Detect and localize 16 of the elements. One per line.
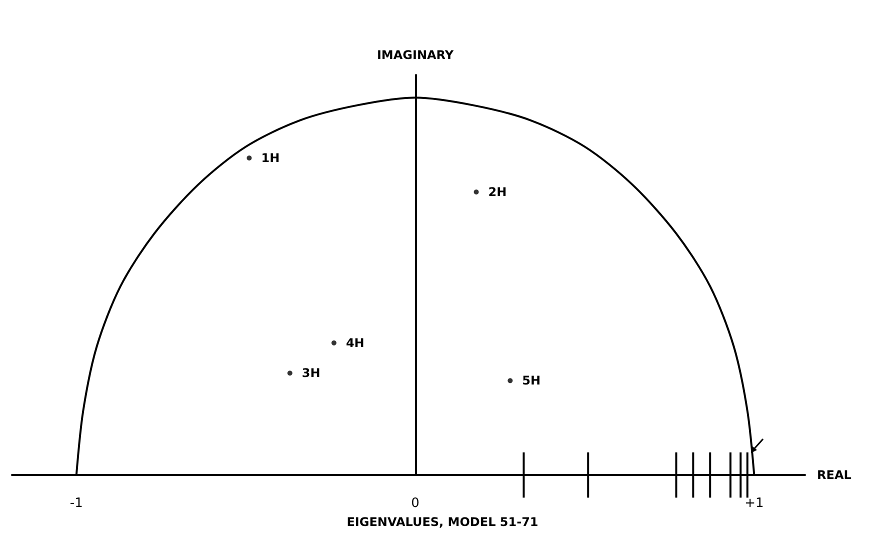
x-axis-title: REAL <box>817 468 852 482</box>
point <box>287 370 292 376</box>
point <box>508 378 513 384</box>
annotation: 5H <box>522 374 541 388</box>
x-tick-label: +1 <box>744 496 764 511</box>
point <box>246 156 252 161</box>
annotation: 3H <box>302 366 320 380</box>
x-tick-label: -1 <box>70 496 83 511</box>
annotation: 2H <box>488 184 507 199</box>
text: EIGENVALUES, MODEL 51-71 <box>346 515 538 529</box>
point <box>474 189 479 194</box>
y-axis-title: IMAGINARY <box>376 48 454 62</box>
x-tick-label: 0 <box>411 496 420 511</box>
point <box>331 340 336 346</box>
annotation: 1H <box>261 151 280 166</box>
annotation: 4H <box>346 336 364 350</box>
